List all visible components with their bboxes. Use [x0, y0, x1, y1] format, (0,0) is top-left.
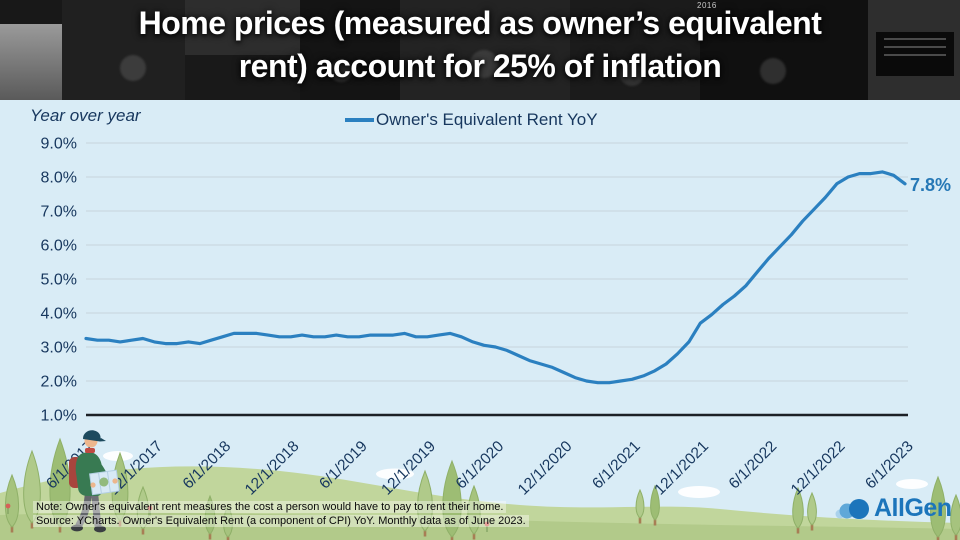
photo-figure	[760, 58, 786, 84]
hiker-head	[84, 434, 98, 448]
slide-title-line2: rent) account for 25% of inflation	[238, 48, 722, 84]
photo-caption: 2016	[697, 1, 717, 10]
svg-text:12/1/2020: 12/1/2020	[515, 438, 576, 499]
svg-text:12/1/2022: 12/1/2022	[788, 438, 849, 499]
slide-title-line1: Home prices (measured as owner’s equival…	[138, 5, 822, 41]
chart-legend: Owner's Equivalent Rent YoY	[345, 110, 598, 130]
y-axis-note: Year over year	[30, 106, 141, 125]
hiker-arm	[97, 464, 108, 485]
slide-title: Home prices (measured as owner’s equival…	[0, 2, 960, 88]
svg-text:1.0%: 1.0%	[41, 408, 77, 425]
footnote-line1: Note: Owner's equivalent rent measures t…	[33, 501, 507, 513]
svg-text:6/1/2022: 6/1/2022	[726, 438, 781, 493]
clouds	[103, 451, 928, 498]
svg-text:7.0%: 7.0%	[41, 204, 77, 221]
svg-text:6/1/2019: 6/1/2019	[316, 438, 371, 493]
hiker-cap	[83, 430, 106, 442]
header-photo-block	[700, 0, 868, 100]
svg-text:6/1/2021: 6/1/2021	[589, 438, 644, 493]
svg-text:4.0%: 4.0%	[41, 306, 77, 323]
svg-text:6/1/2020: 6/1/2020	[453, 438, 508, 493]
svg-text:6/1/2017: 6/1/2017	[43, 438, 98, 493]
svg-text:5.0%: 5.0%	[41, 272, 77, 289]
header-photo-block	[62, 0, 185, 100]
hiker-hand	[90, 482, 96, 488]
hiker-jacket	[75, 452, 103, 496]
svg-text:6.0%: 6.0%	[41, 238, 77, 255]
svg-text:12/1/2019: 12/1/2019	[378, 438, 439, 499]
svg-text:12/1/2017: 12/1/2017	[105, 438, 166, 499]
legend-label: Owner's Equivalent Rent YoY	[376, 110, 598, 129]
photo-figure	[620, 62, 644, 86]
end-value-label: 7.8%	[910, 174, 952, 195]
hiker-bandana	[85, 448, 95, 453]
hiker-hand	[112, 478, 118, 484]
svg-text:6/1/2023: 6/1/2023	[862, 438, 917, 493]
svg-text:12/1/2018: 12/1/2018	[242, 438, 303, 499]
hiker-backpack	[69, 457, 82, 488]
photo-sign	[876, 32, 954, 76]
header-photo-block	[0, 24, 62, 100]
allgen-cloud-icon	[835, 498, 869, 519]
legend-line-swatch	[345, 118, 374, 122]
svg-text:2.0%: 2.0%	[41, 374, 77, 391]
header-banner: 2016 Home prices (measured as owner’s eq…	[0, 0, 960, 100]
svg-text:9.0%: 9.0%	[41, 136, 77, 153]
svg-text:8.0%: 8.0%	[41, 170, 77, 187]
photo-figure	[470, 50, 498, 78]
hiker-map	[89, 469, 120, 496]
header-photo-block	[300, 0, 400, 100]
footnote-line2: Source: YCharts. Owner's Equivalent Rent…	[33, 515, 529, 527]
allgen-logo: AllGen	[833, 494, 952, 523]
footnote: Note: Owner's equivalent rent measures t…	[33, 500, 529, 528]
header-photo-block	[185, 0, 300, 100]
svg-text:3.0%: 3.0%	[41, 340, 77, 357]
svg-text:12/1/2021: 12/1/2021	[651, 438, 712, 499]
svg-text:6/1/2018: 6/1/2018	[180, 438, 235, 493]
allgen-logo-text: AllGen	[874, 494, 952, 522]
photo-figure	[120, 55, 146, 81]
photo-figure	[330, 60, 352, 82]
